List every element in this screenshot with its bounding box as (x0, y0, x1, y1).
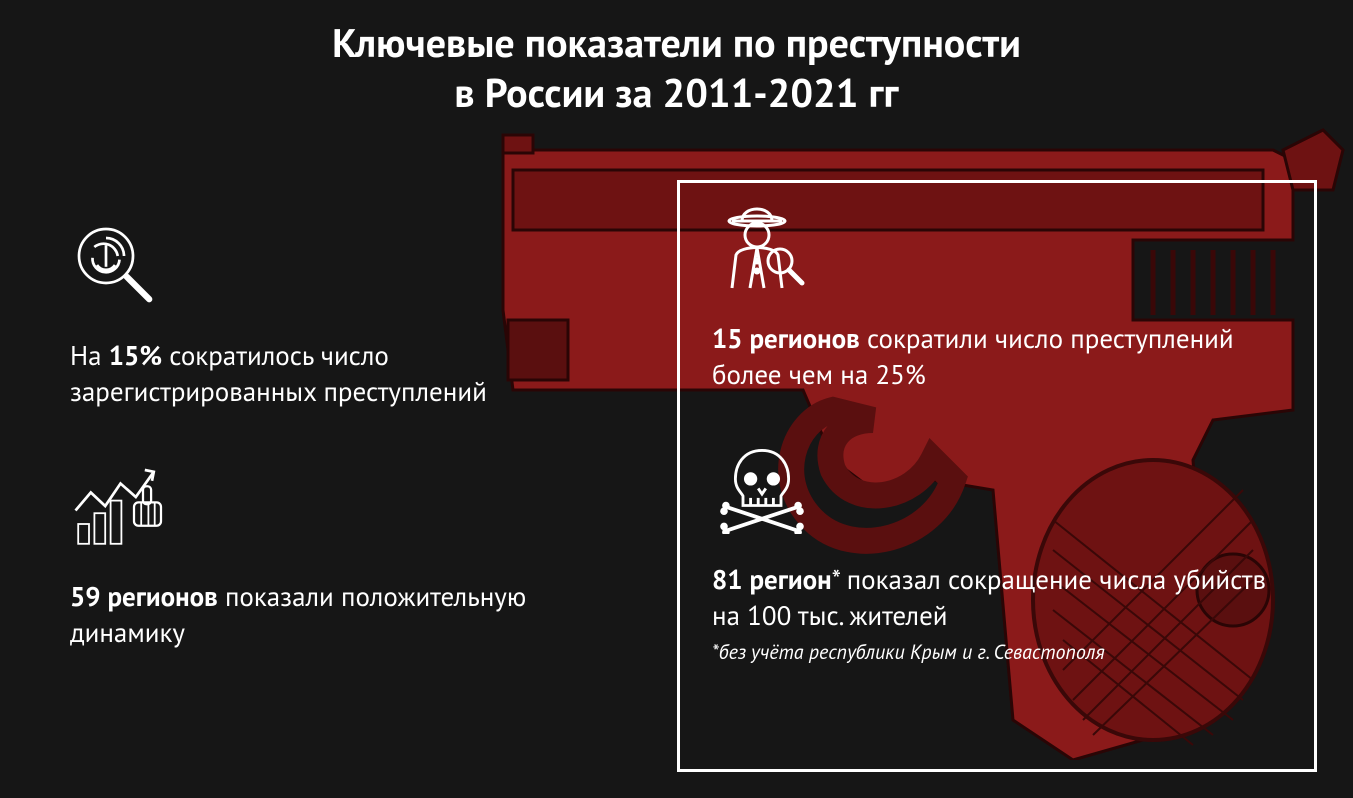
stat-footnote: *без учёта республики Крым и г. Севастоп… (712, 639, 1282, 665)
stat-text: На 15% сократилось число зарегистрирован… (70, 338, 570, 411)
stat-positive-dynamics: 59 регионов показали положительную динам… (70, 461, 570, 652)
skull-crossbones-icon (712, 444, 1282, 534)
stat-bold: 59 регионов (70, 580, 218, 614)
fingerprint-magnifier-icon (70, 220, 570, 310)
stat-bold: 15 регионов (712, 322, 860, 356)
stat-text: 59 регионов показали положительную динам… (70, 579, 570, 652)
growth-chart-icon (70, 461, 570, 551)
detective-icon (712, 203, 1282, 293)
left-stats-column: На 15% сократилось число зарегистрирован… (70, 220, 570, 702)
title-line-1: Ключевые показатели по преступности (0, 18, 1353, 68)
stat-murder-reduction: 81 регион* показал сокращение числа убий… (712, 444, 1282, 665)
stat-text: 81 регион* показал сокращение числа убий… (712, 562, 1282, 635)
infographic-title: Ключевые показатели по преступности в Ро… (0, 18, 1353, 118)
stat-bold: 81 регион (712, 563, 832, 597)
stat-regions-25pct: 15 регионов сократили число преступлений… (712, 203, 1282, 394)
stat-bold: 15% (109, 339, 162, 373)
right-stats-box: 15 регионов сократили число преступлений… (677, 180, 1317, 772)
stat-crime-reduction: На 15% сократилось число зарегистрирован… (70, 220, 570, 411)
stat-prefix: На (70, 339, 109, 373)
title-line-2: в России за 2011-2021 гг (0, 68, 1353, 118)
stat-text: 15 регионов сократили число преступлений… (712, 321, 1282, 394)
